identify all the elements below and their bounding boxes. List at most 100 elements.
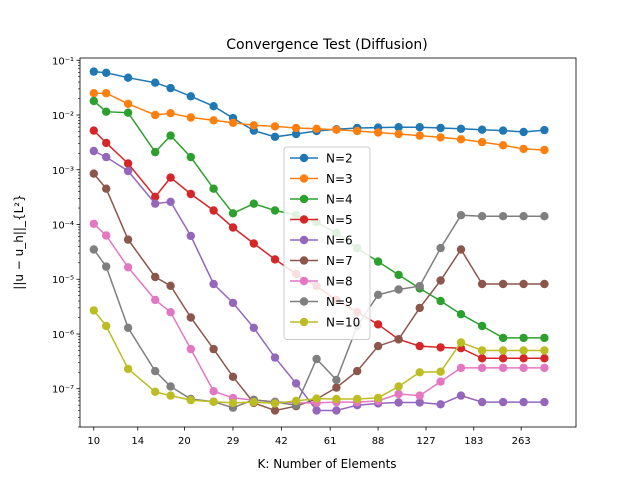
data-point (519, 127, 528, 137)
axes: 10⁻⁷ 10⁻⁶ 10⁻⁵ 10⁻⁴ 10⁻³ 10⁻² 10⁻¹ 10 14 20 29 42 61… (52, 56, 577, 447)
y-tick-label: 10⁻⁶ (52, 330, 74, 341)
data-point (291, 379, 301, 388)
data-point (312, 124, 321, 133)
data-point (228, 209, 238, 218)
data-point (373, 393, 383, 403)
data-point (415, 131, 424, 140)
data-point (456, 338, 466, 347)
data-point (186, 189, 195, 199)
data-point (436, 133, 445, 142)
legend-swatch-marker (299, 194, 309, 204)
data-point (436, 377, 445, 386)
y-tick-label: 10⁻¹ (52, 56, 74, 67)
axes-frame (79, 57, 577, 428)
data-point (123, 108, 133, 117)
legend-entry: N=2 (290, 152, 353, 166)
data-point (166, 308, 175, 317)
data-point (332, 406, 341, 415)
data-point (151, 366, 160, 376)
data-point (166, 391, 175, 400)
data-point (209, 116, 218, 125)
x-tick-label: 88 (372, 436, 385, 447)
data-point (102, 152, 111, 162)
legend-entry: N=9 (290, 295, 353, 309)
data-point (540, 397, 549, 407)
data-point (519, 354, 528, 363)
data-point (228, 223, 238, 232)
legend-swatch-marker (299, 235, 309, 245)
data-point (436, 400, 445, 409)
data-point (373, 320, 383, 329)
data-point (102, 138, 111, 148)
data-point (456, 124, 466, 133)
data-point (498, 212, 508, 221)
data-point (540, 125, 549, 135)
data-point (186, 313, 195, 322)
x-tick-label: 20 (178, 436, 191, 447)
legend-label: N=10 (326, 316, 360, 330)
x-tick-label: 14 (131, 436, 144, 447)
data-point (415, 368, 424, 377)
data-point (540, 212, 549, 221)
data-point (332, 125, 341, 134)
data-point (102, 184, 111, 193)
data-point (394, 335, 403, 344)
data-point (394, 382, 403, 391)
data-point (89, 89, 99, 98)
data-point (151, 387, 160, 396)
x-tick-label: 127 (416, 436, 435, 447)
data-point (209, 102, 218, 111)
data-point (209, 279, 218, 289)
data-point (498, 279, 508, 289)
data-point (102, 231, 111, 240)
y-axis-label: ||u − u_h||_{L²} (12, 194, 26, 289)
data-point (415, 341, 424, 351)
data-point (353, 366, 362, 376)
x-tick-label: 42 (275, 436, 288, 447)
legend-entry: N=7 (290, 254, 353, 268)
data-point (209, 387, 218, 396)
data-point (151, 110, 160, 120)
x-tick-label: 61 (324, 436, 337, 447)
data-point (89, 169, 99, 178)
data-point (477, 212, 487, 221)
data-point (519, 333, 528, 343)
data-point (436, 296, 445, 306)
data-point (477, 363, 487, 373)
x-axis-label: K: Number of Elements (257, 457, 396, 471)
data-point (456, 391, 466, 400)
data-point (415, 391, 424, 400)
data-point (519, 363, 528, 373)
legend-label: N=4 (326, 193, 353, 207)
data-point (228, 298, 238, 308)
data-point (394, 285, 403, 294)
legend-entry: N=6 (290, 234, 353, 248)
data-point (332, 394, 341, 404)
data-point (332, 383, 341, 392)
data-point (498, 354, 508, 363)
data-point (166, 281, 175, 290)
legend-entry: N=3 (290, 172, 353, 186)
data-point (477, 346, 487, 355)
data-point (270, 353, 280, 362)
data-point (456, 363, 466, 373)
data-point (519, 212, 528, 221)
data-point (291, 123, 301, 133)
data-point (498, 397, 508, 407)
data-point (123, 364, 133, 374)
data-point (89, 67, 99, 76)
data-point (249, 397, 258, 407)
data-point (373, 290, 383, 299)
data-point (353, 126, 362, 136)
data-point (123, 166, 133, 176)
data-point (394, 270, 403, 280)
series-line (93, 92, 545, 151)
data-point (477, 279, 487, 289)
data-point (249, 199, 258, 208)
legend-swatch-marker (299, 256, 309, 265)
data-point (123, 99, 133, 109)
data-point (436, 276, 445, 285)
data-point (312, 354, 321, 364)
data-point (123, 73, 133, 82)
